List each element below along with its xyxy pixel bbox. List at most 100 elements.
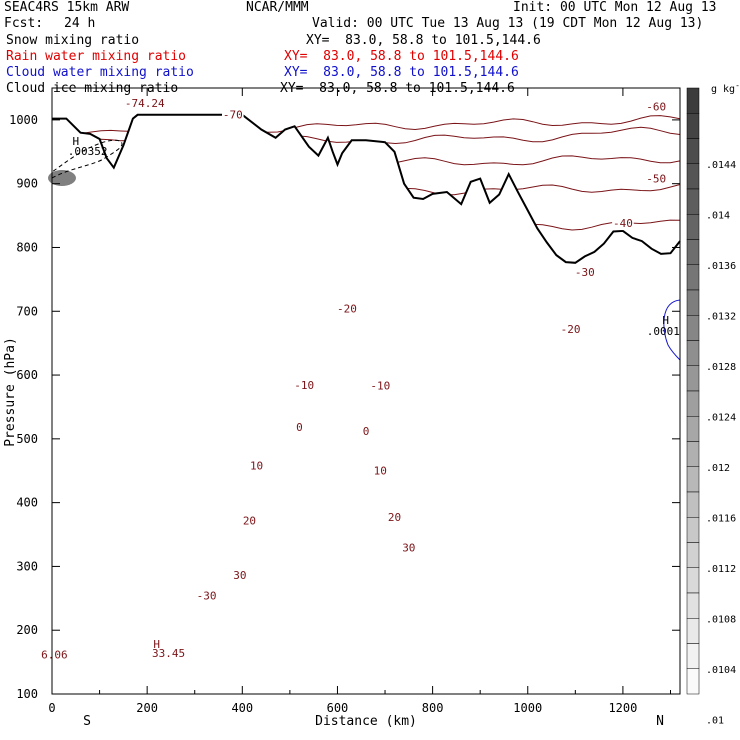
y-tick-label: 900 bbox=[16, 177, 38, 191]
colorbar-tick-label: .0112 bbox=[706, 564, 736, 575]
organization: NCAR/MMM bbox=[246, 0, 309, 15]
cloud-ice-contour bbox=[51, 139, 123, 179]
extremum-label: .0001 bbox=[647, 325, 680, 338]
contour-label-bg bbox=[195, 590, 218, 603]
colorbar-bin bbox=[686, 441, 700, 467]
colorbar-bin bbox=[686, 517, 700, 543]
endpoint-south: S bbox=[83, 714, 91, 729]
y-tick-label: 700 bbox=[16, 304, 38, 318]
legend-snow-xy: XY= 83.0, 58.8 to 101.5,144.6 bbox=[306, 33, 541, 48]
contour-label-bg bbox=[574, 267, 596, 280]
colorbar-tick-label: .014 bbox=[706, 210, 730, 221]
contour-label-bg bbox=[362, 426, 370, 439]
y-tick-label: 300 bbox=[16, 559, 38, 573]
isotherm-label: 30 bbox=[402, 542, 415, 555]
isotherm-label: -50 bbox=[646, 172, 666, 185]
colorbar-bin bbox=[686, 87, 700, 114]
isotherm-label: -10 bbox=[370, 380, 390, 393]
colorbar-bin bbox=[686, 138, 700, 164]
x-tick-label: 800 bbox=[422, 701, 444, 715]
isotherm-label: -60 bbox=[646, 100, 666, 113]
colorbar-bin bbox=[686, 390, 700, 417]
legend-rain-xy: XY= 83.0, 58.8 to 101.5,144.6 bbox=[284, 49, 519, 64]
x-tick-label: 0 bbox=[48, 701, 55, 715]
isotherm-label: -30 bbox=[197, 590, 217, 603]
isotherm-label: 0 bbox=[363, 425, 370, 438]
legend-cloud-water-label: Cloud water mixing ratio bbox=[6, 65, 194, 80]
isotherm-label: -20 bbox=[337, 303, 357, 316]
y-tick-label: 800 bbox=[16, 240, 38, 254]
cloud-water-layer bbox=[663, 299, 681, 361]
forecast-value: 24 h bbox=[64, 16, 96, 31]
y-axis-label: Pressure (hPa) bbox=[3, 337, 18, 447]
contour-label-bg bbox=[612, 218, 634, 231]
cloud-ice-layer bbox=[48, 139, 123, 186]
isotherm-label: 10 bbox=[250, 459, 263, 472]
colorbar-bin bbox=[686, 542, 700, 568]
isotherm-label: -30 bbox=[575, 266, 595, 279]
colorbar-bin bbox=[686, 643, 700, 669]
y-tick-label: 600 bbox=[16, 368, 38, 382]
legend-cloud-water-xy: XY= 83.0, 58.8 to 101.5,144.6 bbox=[284, 65, 519, 80]
contour-label-bg bbox=[295, 422, 303, 435]
contour-label-bg bbox=[387, 512, 402, 525]
contour-label-bg bbox=[336, 303, 358, 316]
isotherm-label: 20 bbox=[388, 511, 401, 524]
terrain-fill bbox=[52, 114, 680, 695]
extremum-label: 6.06 bbox=[41, 648, 68, 661]
colorbar-bin bbox=[686, 365, 700, 392]
isotherm-label: 0 bbox=[296, 421, 303, 434]
x-tick-label: 600 bbox=[327, 701, 349, 715]
colorbar-tick-label: .012 bbox=[706, 463, 730, 474]
extremum-label: H bbox=[72, 135, 79, 148]
contour-label-layer: -74.24 -70 -60 -50 -40 -30 -20 -20 -10 -10 0 0 10 10 2… bbox=[41, 97, 680, 661]
colorbar-bin bbox=[686, 239, 700, 265]
terrain-layer bbox=[52, 113, 681, 695]
colorbar-tick-label: .0128 bbox=[706, 362, 736, 373]
contour-label-bg bbox=[249, 460, 264, 473]
terrain-surface bbox=[52, 113, 681, 264]
contour-label-bg bbox=[373, 465, 388, 478]
valid-time: Valid: 00 UTC Tue 13 Aug 13 (19 CDT Mon … bbox=[312, 16, 704, 31]
x-tick-label: 1200 bbox=[608, 701, 637, 715]
extremum-label: 33.45 bbox=[152, 647, 185, 660]
colorbar-bin bbox=[686, 214, 700, 240]
legend-snow-label: Snow mixing ratio bbox=[6, 33, 140, 48]
forecast-label: Fcst: bbox=[4, 16, 44, 31]
x-tick-label: 400 bbox=[231, 701, 253, 715]
colorbar-unit: g kg-1 bbox=[711, 81, 740, 95]
colorbar-bin bbox=[686, 289, 700, 316]
colorbar-tick-label: .0104 bbox=[706, 665, 736, 676]
contour-label-bg bbox=[645, 101, 668, 114]
colorbar-bin bbox=[686, 567, 700, 594]
contour-label-bg bbox=[221, 109, 244, 122]
contour-label-bg bbox=[242, 515, 257, 528]
cloud-water-contour bbox=[663, 299, 681, 361]
colorbar-tick-label: .0108 bbox=[706, 614, 736, 625]
isotherm-label: 10 bbox=[374, 465, 387, 478]
x-tick-label: 200 bbox=[136, 701, 158, 715]
y-tick-label: 1000 bbox=[9, 113, 38, 127]
isotherm-label: -40 bbox=[613, 217, 633, 230]
contour-label-bg bbox=[401, 542, 417, 555]
colorbar-tick-label: .0116 bbox=[706, 513, 736, 524]
contour-label-bg bbox=[369, 380, 392, 393]
isotherm-label: -70 bbox=[223, 109, 243, 122]
colorbar-bin bbox=[686, 340, 700, 366]
contour-label-bg bbox=[123, 98, 167, 111]
y-tick-label: 400 bbox=[16, 496, 38, 510]
isotherm-label: 30 bbox=[233, 569, 246, 582]
contour-label-bg bbox=[293, 380, 315, 393]
colorbar-bin bbox=[686, 315, 700, 341]
contour-label-bg bbox=[559, 323, 582, 336]
extremum-label: H bbox=[153, 638, 160, 651]
x-axis-label: Distance (km) bbox=[315, 714, 417, 729]
isotherm-label: 20 bbox=[243, 514, 256, 527]
colorbar-bin bbox=[686, 668, 700, 695]
colorbar-tick-label: .0124 bbox=[706, 412, 736, 423]
colorbar-bin bbox=[686, 163, 700, 190]
colorbar-tick-label: .0136 bbox=[706, 261, 736, 272]
colorbar: .0144 .014 .0136 .0132 .0128 .0124 .012 .0116 .0… bbox=[686, 87, 736, 726]
x-tick-label: 1000 bbox=[513, 701, 542, 715]
